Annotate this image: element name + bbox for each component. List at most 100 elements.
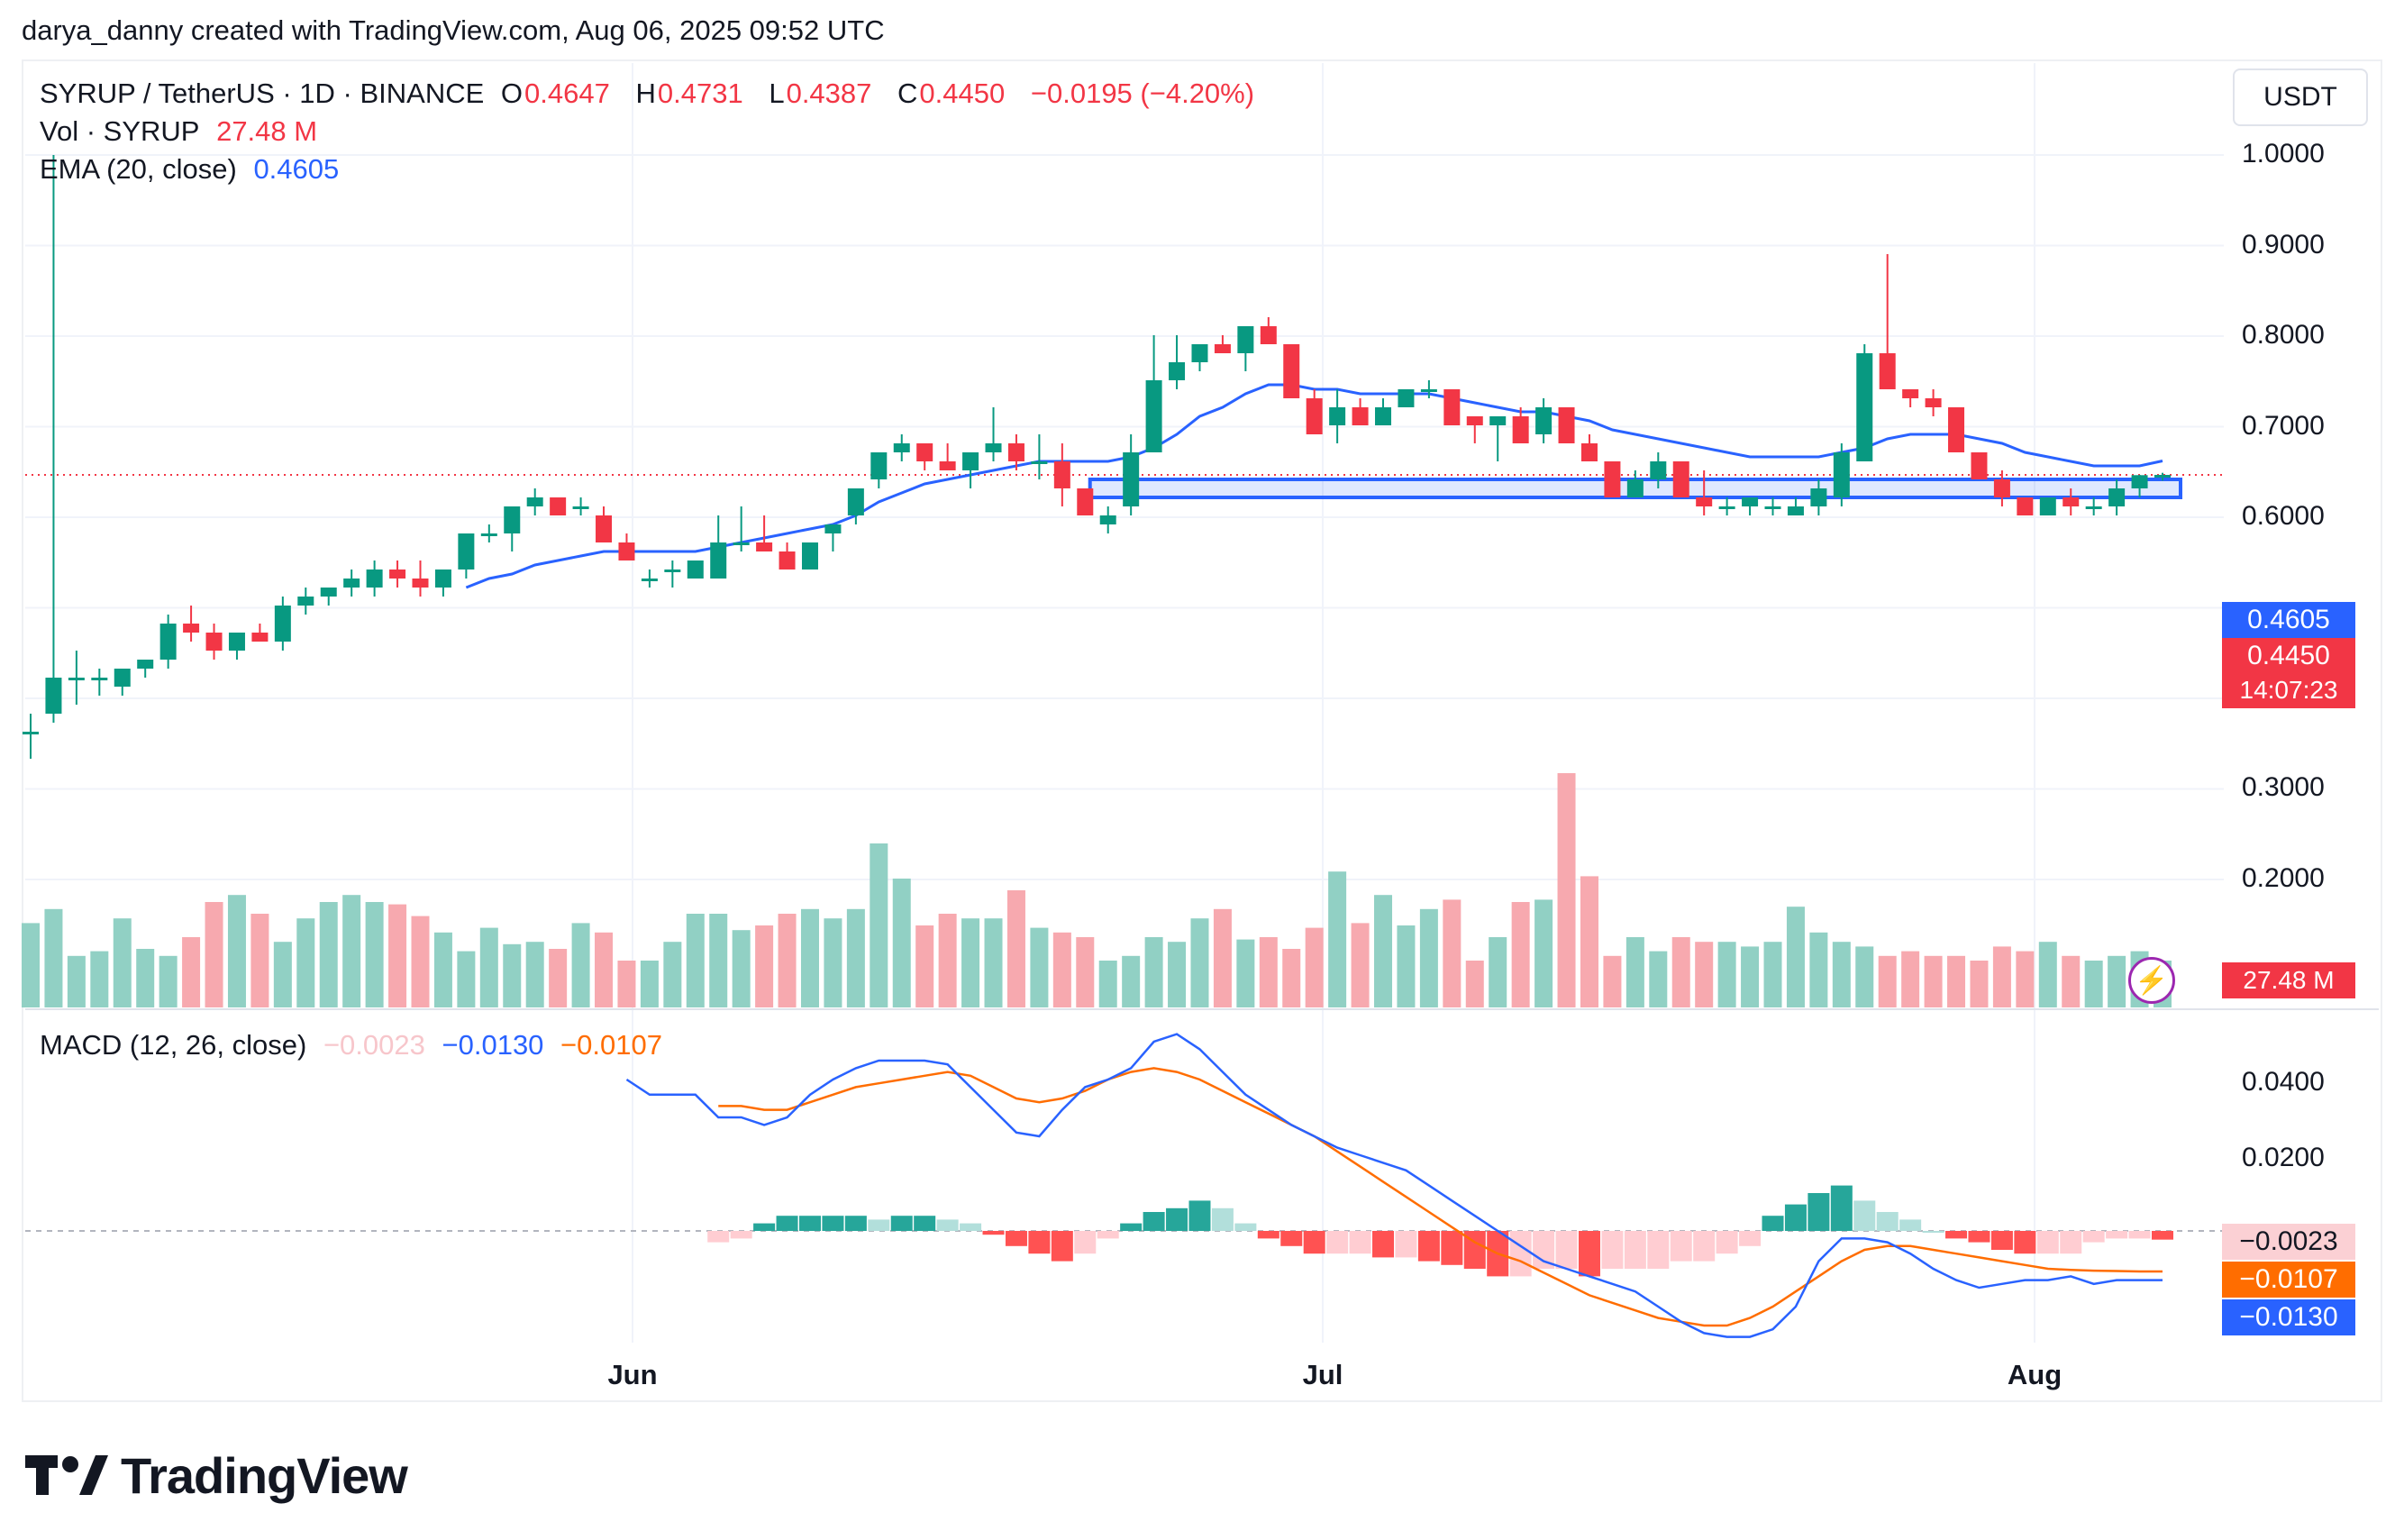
macd-hist-bar — [1395, 1231, 1417, 1258]
candle-body — [297, 597, 314, 606]
candle-body — [1512, 416, 1529, 443]
ema-label[interactable]: EMA (20, close) — [40, 153, 237, 185]
candle-body — [458, 533, 475, 570]
countdown-tag: 14:07:23 — [2222, 672, 2355, 708]
macd-signal-value: −0.0107 — [560, 1029, 662, 1061]
volume-bar — [1259, 937, 1278, 1007]
price-tick: 0.6000 — [2242, 501, 2325, 531]
tv-logo-icon — [25, 1454, 108, 1495]
volume-bar — [1511, 902, 1530, 1007]
candle-body — [2108, 488, 2126, 506]
candle-body — [939, 461, 956, 470]
volume-bar — [2016, 951, 2035, 1007]
x-tick-aug: Aug — [2007, 1359, 2063, 1390]
candle-body — [1329, 407, 1346, 425]
candle-body — [985, 443, 1002, 452]
bolt-icon[interactable]: ⚡ — [2128, 957, 2175, 1004]
candle-body — [1123, 452, 1140, 506]
volume-bar — [938, 914, 957, 1007]
ema-legend: EMA (20, close) 0.4605 — [40, 153, 348, 186]
low-value: 0.4387 — [786, 77, 872, 109]
volume-bar — [1603, 955, 1622, 1007]
volume-bar — [1168, 942, 1187, 1007]
volume-bar — [892, 879, 911, 1007]
volume-bar — [549, 949, 568, 1007]
macd-hist-bar — [1372, 1231, 1395, 1258]
candle-body — [1696, 497, 1713, 506]
volume-bar — [159, 955, 178, 1007]
candle-body — [526, 497, 543, 506]
volume-bar — [1855, 946, 1874, 1007]
candle-body — [1672, 461, 1689, 497]
volume-bar — [1878, 955, 1897, 1007]
candle-body — [2131, 475, 2148, 488]
candle-body — [1764, 506, 1781, 509]
volume-bar — [1305, 927, 1324, 1007]
macd-hist-bar — [1303, 1231, 1325, 1254]
candle-body — [1007, 443, 1024, 461]
macd-hist-bar — [1326, 1231, 1349, 1254]
macd-hist-bar — [1555, 1231, 1578, 1269]
macd-hist-bar — [1280, 1231, 1303, 1246]
macd-label[interactable]: MACD (12, 26, close) — [40, 1029, 307, 1061]
candle-body — [1099, 515, 1116, 524]
macd-hist-bar — [1876, 1212, 1899, 1231]
candle-body — [91, 678, 108, 680]
candle-body — [2085, 506, 2102, 509]
candle-body — [1902, 389, 1919, 398]
macd-hist-bar — [1166, 1207, 1188, 1231]
candle-body — [1742, 497, 1759, 506]
candle-body — [114, 669, 131, 687]
volume-bar — [1992, 946, 2011, 1007]
symbol-name[interactable]: SYRUP / TetherUS · 1D · BINANCE — [40, 77, 485, 109]
candle-body — [2154, 475, 2171, 478]
volume-bar — [1786, 907, 1805, 1007]
candle-body — [1306, 398, 1323, 434]
macd-hist-bar — [914, 1216, 936, 1231]
macd-hist-bar — [1097, 1231, 1119, 1239]
candle-body — [641, 579, 658, 581]
candle-body — [1466, 416, 1483, 425]
volume-bar — [824, 918, 842, 1007]
volume-bar — [1144, 937, 1163, 1007]
chart-frame — [22, 59, 2382, 1402]
candle-body — [2063, 497, 2080, 506]
volume-bar — [1489, 937, 1507, 1007]
candle-body — [1237, 326, 1254, 353]
volume-bar — [686, 914, 705, 1007]
volume-bar — [1809, 932, 1828, 1007]
candle-body — [1604, 461, 1621, 497]
candle-body — [618, 542, 635, 560]
candle-body — [687, 560, 704, 579]
macd-hist-bar — [1578, 1231, 1600, 1277]
volume-label[interactable]: Vol · SYRUP — [40, 115, 200, 147]
macd-hist-bar — [2036, 1231, 2059, 1254]
open-key: O — [500, 77, 524, 109]
candle-body — [1787, 506, 1804, 515]
open-value: 0.4647 — [524, 77, 610, 109]
candle-body — [1535, 407, 1553, 434]
currency-selector[interactable]: USDT — [2233, 68, 2368, 126]
macd-signal-line — [718, 1067, 2163, 1327]
volume-bar — [525, 942, 544, 1007]
macd-hist-bar — [1647, 1231, 1670, 1269]
volume-bar — [90, 951, 109, 1007]
volume-bar — [2084, 961, 2103, 1007]
candle-body — [1398, 389, 1415, 407]
candle-body — [550, 497, 567, 515]
macd-hist-bar — [1211, 1207, 1234, 1231]
volume-bar — [457, 951, 476, 1007]
volume-bar — [319, 902, 338, 1007]
macd-hist-bar — [844, 1216, 867, 1231]
volume-bar — [2038, 942, 2057, 1007]
volume-bar — [1328, 871, 1347, 1007]
macd-hist-bar — [1074, 1231, 1097, 1254]
candle-body — [343, 579, 360, 588]
close-value: 0.4450 — [919, 77, 1006, 109]
volume-bar — [1282, 949, 1301, 1007]
macd-hist-bar — [868, 1219, 890, 1231]
macd-tick: 0.0400 — [2242, 1067, 2325, 1097]
candle-body — [1053, 461, 1070, 488]
volume-bar — [1122, 955, 1141, 1007]
